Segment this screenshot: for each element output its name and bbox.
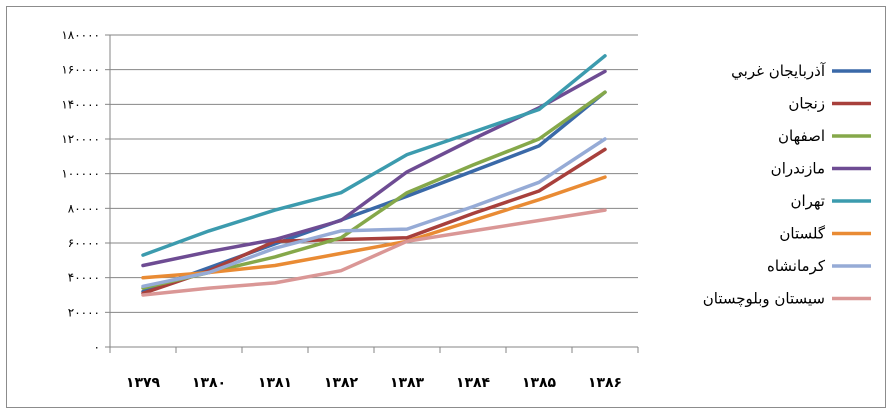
legend-label: سیستان وبلوچستان [703,290,825,308]
legend-label: زنجان [788,95,825,113]
legend: آذربایجان غربي زنجان اصفهان مازندران تهران گل… [703,62,871,308]
legend-label: اصفهان [778,127,825,145]
x-tick-labels: ۱۳۷۹ ۱۳۸۰ ۱۳۸۱ ۱۳۸۲ ۱۳۸۳ ۱۳۸۴ ۱۳۸۵ ۱۳۸۶ [126,375,622,391]
legend-label: مازندران [771,160,825,178]
legend-label: گلستان [779,225,825,243]
series-line [141,147,607,296]
y-tick-label: ۴۰۰۰۰ [68,271,100,285]
x-tick-label: ۱۳۷۹ [126,375,161,391]
line-chart: ۰ ۲۰۰۰۰ ۴۰۰۰۰ ۶۰۰۰۰ ۸۰۰۰۰ ۱۰۰۰۰۰ ۱۲۰۰۰۰ ۱۴۰۰۰۰ ۱… [61,28,871,391]
series-line [141,137,607,289]
legend-label: آذربایجان غربي [731,62,826,81]
y-tick-label: ۰ [94,340,100,354]
series-line [141,54,607,257]
y-tick-label: ۲۰۰۰۰ [68,305,100,319]
x-tick-label: ۱۳۸۳ [390,375,425,391]
chart-frame: ۰ ۲۰۰۰۰ ۴۰۰۰۰ ۶۰۰۰۰ ۸۰۰۰۰ ۱۰۰۰۰۰ ۱۲۰۰۰۰ ۱۴۰۰۰۰ ۱… [6,6,886,408]
series-line [141,69,607,268]
x-tick-label: ۱۳۸۵ [522,375,557,391]
x-tick-label: ۱۳۸۱ [258,375,292,391]
series-line [141,90,607,294]
y-tick-label: ۱۲۰۰۰۰ [61,132,100,146]
axes [105,34,639,353]
y-tick-labels: ۰ ۲۰۰۰۰ ۴۰۰۰۰ ۶۰۰۰۰ ۸۰۰۰۰ ۱۰۰۰۰۰ ۱۲۰۰۰۰ ۱۴۰۰۰۰ ۱… [61,28,100,354]
series-line [141,175,607,280]
x-tick-label: ۱۳۸۴ [456,375,491,391]
series-line [141,90,607,290]
y-tick-label: ۶۰۰۰۰ [68,236,100,250]
series-line [141,208,607,297]
y-tick-label: ۱۰۰۰۰۰ [61,167,100,181]
x-tick-label: ۱۳۸۲ [324,375,359,391]
x-tick-label: ۱۳۸۶ [588,375,622,391]
series-lines [141,54,607,297]
y-tick-label: ۱۶۰۰۰۰ [61,63,100,77]
x-tick-label: ۱۳۸۰ [192,375,226,391]
y-tick-label: ۱۸۰۰۰۰ [61,28,100,42]
y-tick-label: ۱۴۰۰۰۰ [61,97,100,111]
legend-label: تهران [790,192,825,210]
legend-label: کرمانشاه [767,257,826,275]
y-tick-label: ۸۰۰۰۰ [68,201,100,215]
